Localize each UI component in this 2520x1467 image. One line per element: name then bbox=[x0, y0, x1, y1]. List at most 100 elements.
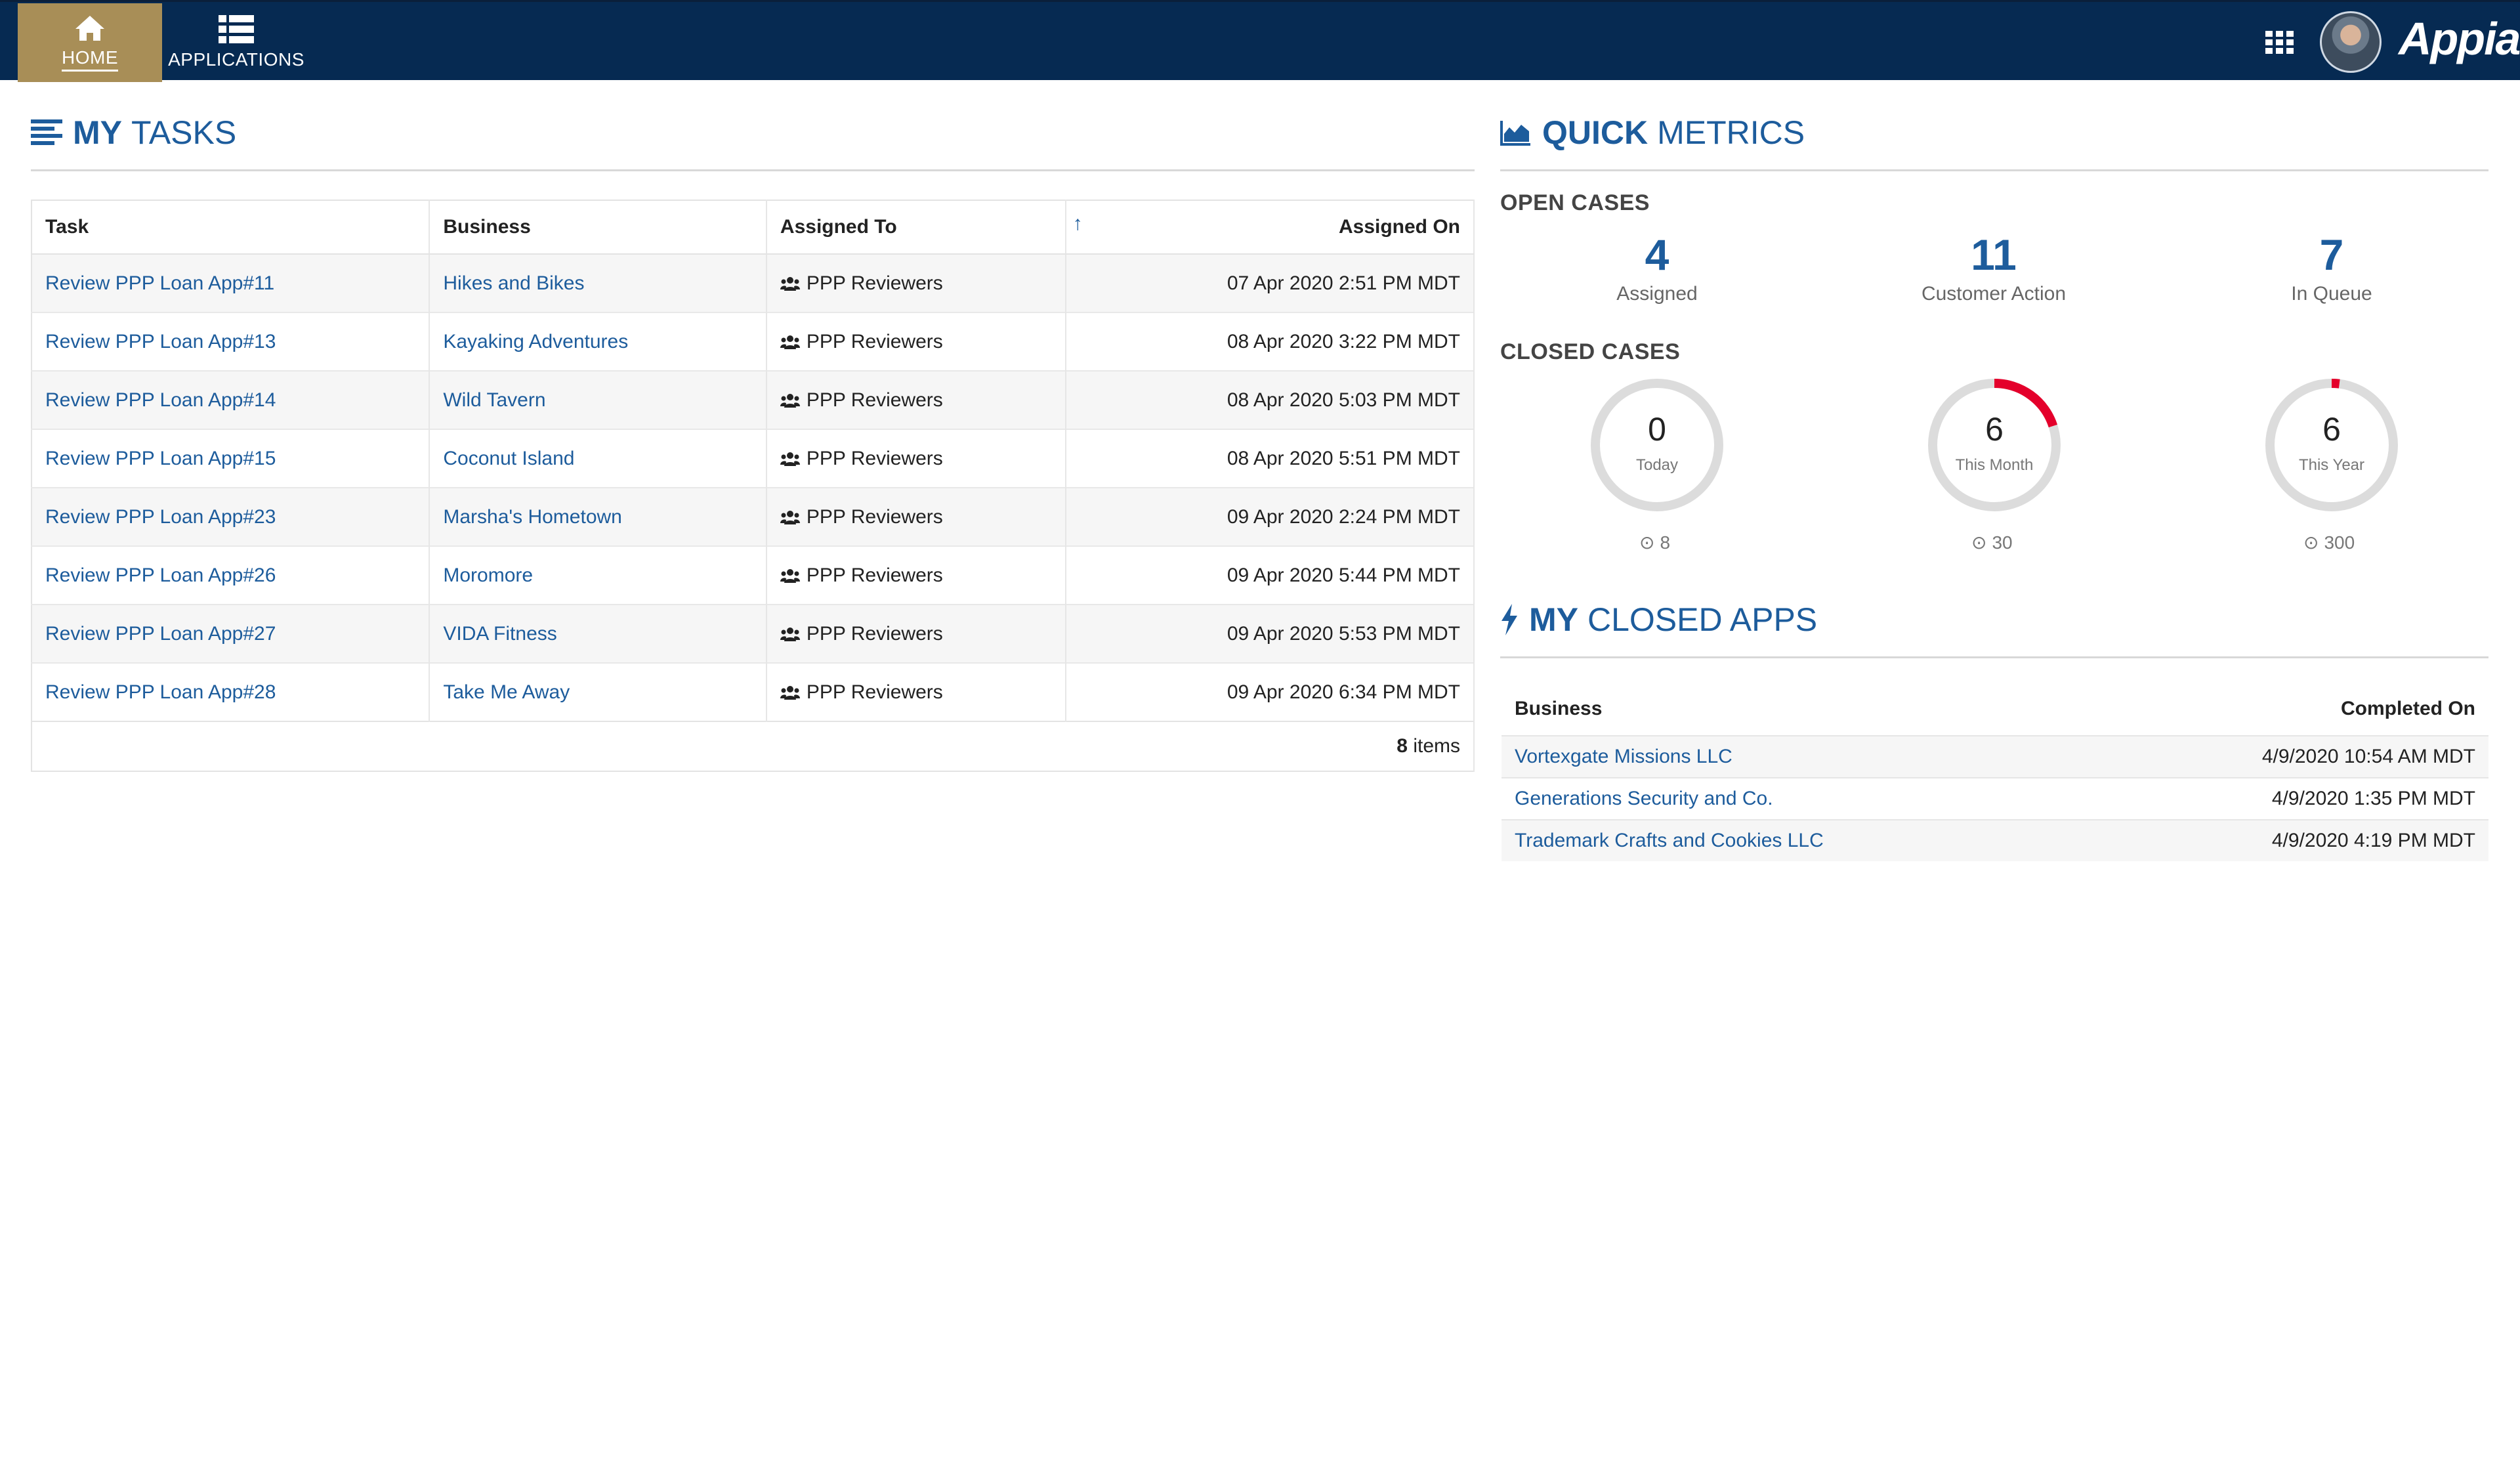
business-cell: Vortexgate Missions LLC bbox=[1502, 735, 2077, 778]
task-link[interactable]: Review PPP Loan App#11 bbox=[45, 272, 275, 294]
completed-on-cell: 4/9/2020 1:35 PM MDT bbox=[2076, 777, 2488, 820]
open-metric-customer-action[interactable]: 11 Customer Action bbox=[1862, 233, 2125, 305]
task-cell: Review PPP Loan App#13 bbox=[32, 312, 430, 371]
gauge-period: This Year bbox=[2298, 456, 2365, 474]
gauge-ring bbox=[1928, 379, 2061, 511]
assigned-group-label: PPP Reviewers bbox=[806, 389, 943, 411]
table-row: Review PPP Loan App#14 Wild Tavern PPP Rev… bbox=[32, 370, 1475, 429]
business-link[interactable]: Moromore bbox=[443, 564, 534, 586]
task-list-icon bbox=[31, 119, 62, 145]
business-cell: Hikes and Bikes bbox=[429, 253, 767, 312]
task-link[interactable]: Review PPP Loan App#26 bbox=[45, 564, 276, 586]
assigned-on-cell: 08 Apr 2020 5:51 PM MDT bbox=[1065, 429, 1475, 488]
assigned-group-label: PPP Reviewers bbox=[806, 564, 943, 586]
business-link[interactable]: Wild Tavern bbox=[443, 389, 546, 411]
business-link[interactable]: Kayaking Adventures bbox=[443, 330, 629, 352]
table-row: Review PPP Loan App#28 Take Me Away PPP Re… bbox=[32, 662, 1475, 721]
assigned-to-cell: PPP Reviewers bbox=[766, 253, 1066, 312]
business-link[interactable]: Take Me Away bbox=[443, 681, 570, 703]
group-icon bbox=[780, 685, 800, 700]
open-metric-value: 11 bbox=[1971, 230, 2017, 279]
closed-gauge-this-year: 6 This Year bbox=[2263, 376, 2401, 514]
task-cell: Review PPP Loan App#26 bbox=[32, 545, 430, 605]
open-metric-in-queue[interactable]: 7 In Queue bbox=[2200, 233, 2463, 305]
business-link[interactable]: Trademark Crafts and Cookies LLC bbox=[1515, 830, 1824, 851]
column-header-completed-on: Completed On bbox=[2340, 698, 2475, 719]
open-metric-assigned[interactable]: 4 Assigned bbox=[1526, 233, 1788, 305]
group-icon bbox=[780, 393, 800, 408]
gauge-value: 0 bbox=[1648, 411, 1666, 448]
business-cell: Trademark Crafts and Cookies LLC bbox=[1502, 819, 2077, 861]
task-cell: Review PPP Loan App#28 bbox=[32, 662, 430, 721]
items-count-number: 8 bbox=[1396, 735, 1408, 757]
group-icon bbox=[780, 510, 800, 524]
assigned-on-cell: 09 Apr 2020 2:24 PM MDT bbox=[1065, 487, 1475, 546]
business-cell: Wild Tavern bbox=[429, 370, 767, 429]
task-link[interactable]: Review PPP Loan App#27 bbox=[45, 622, 276, 645]
nav-tab-applications[interactable]: APPLICATIONS bbox=[167, 3, 305, 82]
gauge-target-this-month: ⊙ 30 bbox=[1971, 532, 2013, 553]
business-cell: Moromore bbox=[429, 545, 767, 605]
gauge-value: 6 bbox=[2322, 411, 2341, 448]
group-icon bbox=[780, 335, 800, 349]
assigned-on-cell: 08 Apr 2020 3:22 PM MDT bbox=[1065, 312, 1475, 371]
business-link[interactable]: Hikes and Bikes bbox=[443, 272, 585, 294]
gauge-target-this-year: ⊙ 300 bbox=[2303, 532, 2355, 553]
assigned-group-label: PPP Reviewers bbox=[806, 622, 943, 645]
task-link[interactable]: Review PPP Loan App#23 bbox=[45, 505, 276, 528]
my-tasks-title-rest: TASKS bbox=[131, 114, 237, 151]
assigned-group-label: PPP Reviewers bbox=[806, 330, 943, 352]
group-icon bbox=[780, 568, 800, 583]
closed-apps-title-rest: CLOSED APPS bbox=[1587, 601, 1818, 638]
business-cell: VIDA Fitness bbox=[429, 604, 767, 663]
closed-apps-divider bbox=[1500, 656, 2488, 658]
table-row: Review PPP Loan App#26 Moromore PPP Review… bbox=[32, 545, 1475, 605]
quick-metrics-title-bold: QUICK bbox=[1542, 114, 1648, 151]
business-link[interactable]: Vortexgate Missions LLC bbox=[1515, 746, 1732, 767]
business-link[interactable]: Coconut Island bbox=[443, 447, 575, 469]
completed-on-cell: 4/9/2020 10:54 AM MDT bbox=[2076, 735, 2488, 778]
assigned-group-label: PPP Reviewers bbox=[806, 272, 943, 294]
assigned-to-cell: PPP Reviewers bbox=[766, 545, 1066, 605]
business-link[interactable]: Generations Security and Co. bbox=[1515, 788, 1773, 809]
quick-metrics-divider bbox=[1500, 169, 2488, 171]
business-cell: Generations Security and Co. bbox=[1502, 777, 2077, 820]
column-header-assigned-to[interactable]: Assigned To bbox=[766, 200, 1066, 255]
task-cell: Review PPP Loan App#27 bbox=[32, 604, 430, 663]
closed-gauge-today: 0 Today bbox=[1588, 376, 1726, 514]
business-link[interactable]: Marsha's Hometown bbox=[443, 505, 622, 528]
business-cell: Kayaking Adventures bbox=[429, 312, 767, 371]
assigned-on-cell: 07 Apr 2020 2:51 PM MDT bbox=[1065, 253, 1475, 312]
column-header-assigned-on-label: Assigned On bbox=[1338, 216, 1460, 238]
task-cell: Review PPP Loan App#11 bbox=[32, 253, 430, 312]
table-row: Review PPP Loan App#23 Marsha's Hometown P… bbox=[32, 487, 1475, 546]
task-link[interactable]: Review PPP Loan App#15 bbox=[45, 447, 276, 469]
user-avatar[interactable] bbox=[2320, 11, 2382, 73]
home-icon bbox=[75, 15, 104, 41]
nav-tab-home[interactable]: HOME bbox=[18, 3, 162, 82]
business-link[interactable]: VIDA Fitness bbox=[443, 622, 557, 645]
assigned-to-cell: PPP Reviewers bbox=[766, 487, 1066, 546]
column-header-task[interactable]: Task bbox=[32, 200, 430, 255]
my-tasks-table: Task Business Assigned To ↑ Assigned On … bbox=[31, 200, 1475, 772]
task-link[interactable]: Review PPP Loan App#13 bbox=[45, 330, 276, 352]
app-launcher-grid-icon[interactable] bbox=[2265, 31, 2294, 54]
table-row: Review PPP Loan App#11 Hikes and Bikes PPP… bbox=[32, 253, 1475, 312]
open-metric-value: 4 bbox=[1645, 230, 1670, 279]
business-cell: Coconut Island bbox=[429, 429, 767, 488]
task-link[interactable]: Review PPP Loan App#28 bbox=[45, 681, 276, 703]
column-header-assigned-on[interactable]: ↑ Assigned On bbox=[1065, 200, 1475, 255]
task-cell: Review PPP Loan App#14 bbox=[32, 370, 430, 429]
group-icon bbox=[780, 276, 800, 291]
assigned-on-cell: 09 Apr 2020 5:53 PM MDT bbox=[1065, 604, 1475, 663]
gauge-value: 6 bbox=[1985, 411, 2004, 448]
closed-apps-header-row: Business Completed On bbox=[1502, 683, 2488, 736]
column-header-business[interactable]: Business bbox=[429, 200, 767, 255]
quick-metrics-heading: QUICK METRICS bbox=[1500, 106, 1805, 159]
task-cell: Review PPP Loan App#23 bbox=[32, 487, 430, 546]
group-icon bbox=[780, 627, 800, 641]
task-link[interactable]: Review PPP Loan App#14 bbox=[45, 389, 276, 411]
target-value: 30 bbox=[1992, 532, 2013, 553]
sort-ascending-icon[interactable]: ↑ bbox=[1072, 213, 1083, 234]
my-tasks-title-bold: MY bbox=[73, 114, 122, 151]
